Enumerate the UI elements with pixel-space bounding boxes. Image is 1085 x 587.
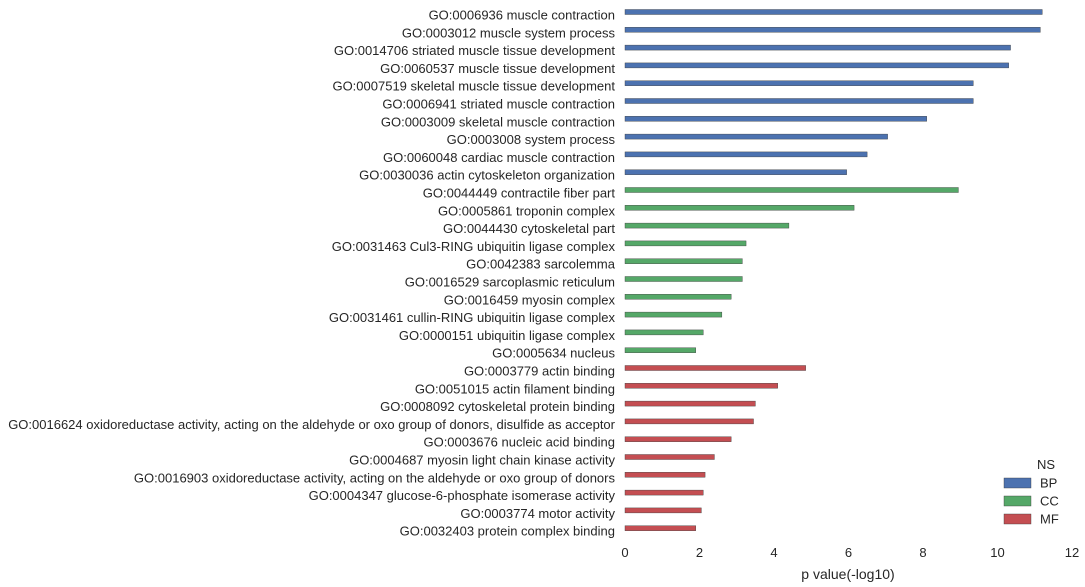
category-label: GO:0016624 oxidoreductase activity, acti… [8, 417, 615, 432]
legend-title: NS [1037, 457, 1055, 472]
bar-bp [624, 151, 868, 158]
category-label: GO:0003012 muscle system process [402, 25, 616, 40]
bar-bp [624, 169, 847, 175]
bar-cc [624, 329, 704, 336]
legend-swatch-mf [1003, 513, 1032, 525]
bar-cc [624, 347, 696, 353]
bar-cc [624, 240, 747, 247]
category-labels: GO:0006936 muscle contraction GO:0003012 … [8, 8, 616, 539]
x-tick-label: 0 [621, 545, 628, 560]
category-label: GO:0007519 skeletal muscle tissue develo… [332, 79, 615, 94]
bar-mf [624, 418, 754, 425]
x-tick-label: 8 [919, 545, 926, 560]
category-label: GO:0003009 skeletal muscle contraction [381, 114, 615, 129]
legend-label-bp: BP [1040, 476, 1057, 491]
category-label: GO:0060048 cardiac muscle contraction [383, 150, 615, 165]
bar-mf [624, 525, 696, 531]
bar-mf [624, 365, 806, 371]
bar-bp [624, 44, 1011, 51]
category-label: GO:0044430 cytoskeletal part [443, 221, 615, 236]
bar-cc [624, 222, 790, 229]
bar-bp [624, 80, 974, 86]
category-label: GO:0003779 actin binding [464, 364, 615, 379]
category-label: GO:0004687 myosin light chain kinase act… [349, 453, 615, 468]
bar-mf [624, 472, 706, 478]
x-axis-title: p value(-log10) [801, 566, 894, 582]
bar-bp [624, 133, 888, 140]
bar-cc [624, 258, 743, 264]
x-axis-ticks: 0 2 4 6 8 10 12 [621, 545, 1079, 560]
category-label: GO:0008092 cytoskeletal protein binding [380, 399, 615, 414]
category-label: GO:0032403 protein complex binding [400, 524, 615, 539]
category-label: GO:0016529 sarcoplasmic reticulum [405, 275, 615, 290]
bar-mf [624, 383, 778, 389]
bar-mf [624, 436, 732, 442]
category-label: GO:0004347 glucose-6-phosphate isomerase… [309, 488, 616, 503]
x-tick-label: 12 [1065, 545, 1079, 560]
legend-entries: BP CC MF [1003, 476, 1059, 527]
category-label: GO:0030036 actin cytoskeleton organizati… [359, 168, 615, 183]
bar-mf [624, 400, 756, 407]
legend-swatch-cc [1003, 495, 1032, 507]
legend-swatch-bp [1003, 477, 1032, 489]
x-tick-label: 4 [770, 545, 777, 560]
category-label: GO:0016459 myosin complex [444, 292, 616, 307]
legend: NS BP CC MF [1003, 457, 1059, 527]
category-label: GO:0003774 motor activity [460, 506, 615, 521]
bar-cc [624, 205, 855, 211]
x-tick-label: 10 [990, 545, 1004, 560]
legend-label-cc: CC [1040, 494, 1059, 509]
category-label: GO:0003676 nucleic acid binding [423, 435, 615, 450]
category-label: GO:0005634 nucleus [492, 346, 615, 361]
x-tick-label: 2 [696, 545, 703, 560]
category-label: GO:0005861 troponin complex [438, 203, 616, 218]
bar-cc [624, 294, 732, 300]
bar-cc [624, 276, 743, 282]
category-label: GO:0000151 ubiquitin ligase complex [399, 328, 616, 343]
category-label: GO:0051015 actin filament binding [415, 381, 615, 396]
bar-bp [624, 62, 1009, 69]
bars-layer [624, 9, 1043, 531]
category-label: GO:0016903 oxidoreductase activity, acti… [134, 470, 616, 485]
legend-label-mf: MF [1040, 512, 1059, 527]
category-label: GO:0042383 sarcolemma [466, 257, 616, 272]
bar-bp [624, 9, 1043, 15]
category-label: GO:0014706 striated muscle tissue develo… [334, 43, 615, 58]
bar-cc [624, 187, 959, 193]
bar-bp [624, 27, 1041, 33]
bar-cc [624, 311, 723, 318]
bar-bp [624, 98, 974, 104]
category-label: GO:0031461 cullin-RING ubiquitin ligase … [329, 310, 616, 325]
bar-mf [624, 454, 715, 460]
category-label: GO:0006941 striated muscle contraction [382, 97, 615, 112]
bar-mf [624, 489, 704, 496]
category-label: GO:0031463 Cul3-RING ubiquitin ligase co… [332, 239, 616, 254]
category-label: GO:0060537 muscle tissue development [380, 61, 615, 76]
category-label: GO:0044449 contractile fiber part [423, 186, 616, 201]
bar-bp [624, 116, 927, 122]
bar-mf [624, 507, 702, 514]
x-tick-label: 6 [845, 545, 852, 560]
category-label: GO:0003008 system process [447, 132, 616, 147]
category-label: GO:0006936 muscle contraction [429, 8, 615, 23]
